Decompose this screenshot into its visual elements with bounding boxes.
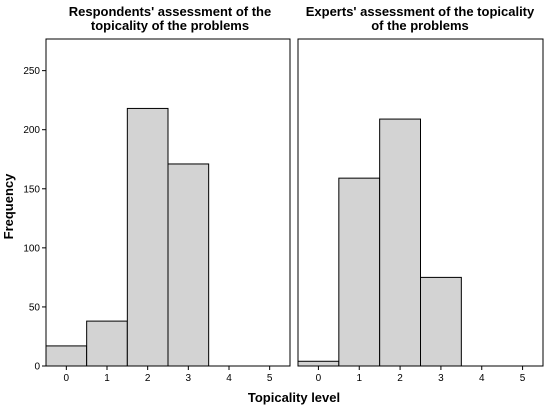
y-tick-label: 200 bbox=[23, 125, 40, 136]
x-tick-label: 2 bbox=[397, 373, 403, 384]
panel-title: Respondents' assessment of the bbox=[69, 4, 271, 19]
y-tick-label: 100 bbox=[23, 243, 40, 254]
x-tick-label: 4 bbox=[226, 373, 232, 384]
panel-frame bbox=[45, 38, 291, 367]
x-tick-label: 5 bbox=[520, 373, 526, 384]
histogram-bar bbox=[297, 360, 340, 367]
histogram-bar bbox=[126, 107, 169, 367]
panel-frame bbox=[297, 38, 544, 367]
histogram-bar bbox=[86, 320, 128, 367]
x-tick-label: 3 bbox=[186, 373, 192, 384]
x-tick-label: 0 bbox=[64, 373, 70, 384]
histogram-bar bbox=[338, 177, 381, 367]
histogram-bar bbox=[167, 163, 210, 367]
panel-title: Experts' assessment of the topicality bbox=[306, 4, 535, 19]
x-tick-label: 0 bbox=[316, 373, 322, 384]
x-tick-label: 5 bbox=[267, 373, 273, 384]
x-tick-label: 4 bbox=[479, 373, 485, 384]
y-axis-label: Frequency bbox=[1, 173, 16, 240]
y-tick-label: 50 bbox=[29, 302, 41, 313]
x-tick-label: 1 bbox=[104, 373, 110, 384]
y-tick-label: 250 bbox=[23, 66, 40, 77]
x-tick-label: 3 bbox=[438, 373, 444, 384]
panel-title: of the problems bbox=[371, 18, 469, 33]
histogram-bar bbox=[420, 276, 462, 367]
x-tick-label: 1 bbox=[356, 373, 362, 384]
histogram-bar bbox=[45, 345, 88, 367]
histogram-bar bbox=[379, 118, 421, 367]
y-tick-label: 150 bbox=[23, 184, 40, 195]
x-axis-label: Topicality level bbox=[248, 390, 340, 405]
x-tick-label: 2 bbox=[145, 373, 151, 384]
panel-title: topicality of the problems bbox=[91, 18, 249, 33]
y-tick-label: 0 bbox=[34, 362, 40, 373]
